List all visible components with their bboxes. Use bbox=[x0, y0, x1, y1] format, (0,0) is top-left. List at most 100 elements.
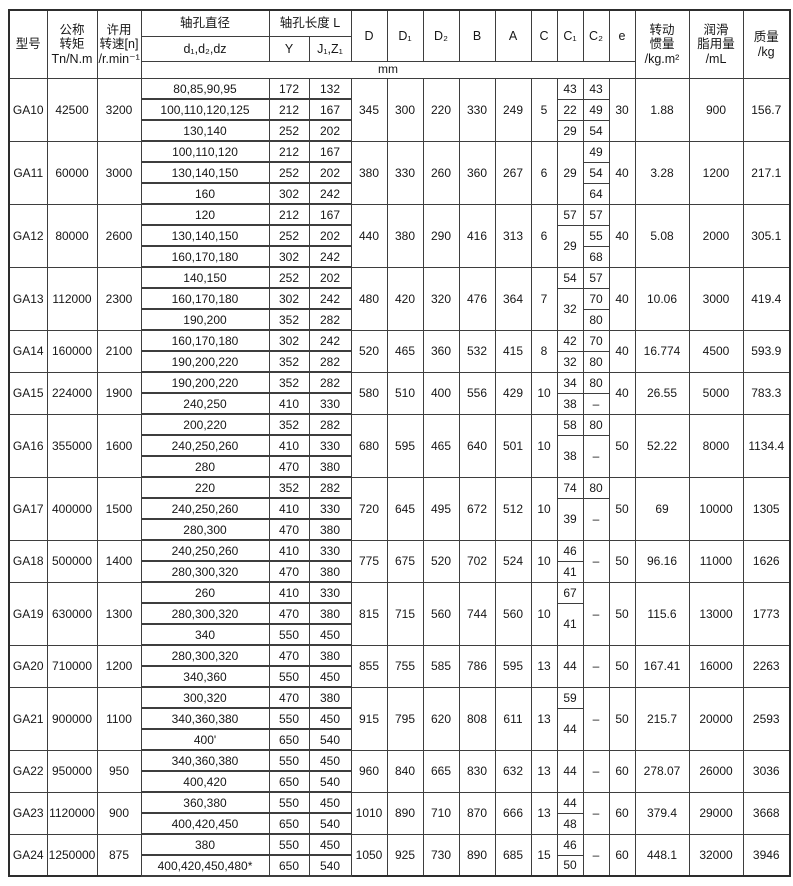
c2-cell: 80 bbox=[582, 371, 610, 394]
d1-cell: 925 bbox=[386, 833, 424, 877]
length-j1z1-cell: 330 bbox=[308, 581, 352, 604]
c2-cell: 70 bbox=[582, 287, 610, 310]
bore-diameters-cell: 240,250 bbox=[140, 392, 270, 415]
c2-cell: – bbox=[582, 833, 610, 877]
c-cell: 6 bbox=[530, 203, 558, 268]
d1-cell: 595 bbox=[386, 413, 424, 478]
a-cell: 364 bbox=[494, 266, 532, 331]
d2-cell: 585 bbox=[422, 644, 460, 688]
d-cell: 960 bbox=[350, 749, 388, 793]
table-row: 130,140,150 252 202 29 55 bbox=[9, 224, 790, 268]
length-j1z1-cell: 282 bbox=[308, 350, 352, 373]
grease-cell: 10000 bbox=[688, 476, 744, 541]
c2-cell: – bbox=[582, 497, 610, 541]
c-cell: 10 bbox=[530, 539, 558, 583]
c2-cell: – bbox=[582, 392, 610, 415]
model-cell: GA10 bbox=[8, 78, 48, 142]
length-j1z1-cell: 450 bbox=[308, 791, 352, 814]
inertia-cell: 52.22 bbox=[634, 413, 690, 478]
table-row: 280,300,320 470 380 41 bbox=[9, 560, 790, 583]
c1-cell: 32 bbox=[556, 350, 584, 373]
length-y-cell: 212 bbox=[268, 203, 310, 226]
b-cell: 672 bbox=[458, 476, 496, 541]
table-row: GA23 1120000 900 360,380 550 450 1010 890 710 870… bbox=[8, 791, 791, 835]
table-row: GA21 900000 1100 300,320 470 380 915 795 620 808 6… bbox=[8, 686, 791, 751]
bore-diameters-cell: 240,250,260 bbox=[140, 497, 270, 520]
d-cell: 345 bbox=[350, 78, 388, 142]
bore-diameters-cell: 300,320 bbox=[140, 686, 270, 709]
length-j1z1-cell: 242 bbox=[308, 329, 352, 352]
c2-cell: 54 bbox=[582, 161, 610, 184]
length-y-cell: 212 bbox=[268, 140, 310, 163]
col-header-A: A bbox=[494, 9, 532, 62]
b-cell: 476 bbox=[458, 266, 496, 331]
table-row: 280,300 470 380 bbox=[9, 518, 790, 541]
grease-cell: 20000 bbox=[688, 686, 744, 751]
inertia-cell: 26.55 bbox=[634, 371, 690, 415]
d1-cell: 330 bbox=[386, 140, 424, 205]
table-body: GA10 42500 3200 80,85,90,95 172 132 345 300 220 3… bbox=[8, 78, 791, 877]
bore-diameters-cell: 140,150 bbox=[140, 266, 270, 289]
length-y-cell: 550 bbox=[268, 791, 310, 814]
c1-cell: 44 bbox=[556, 749, 584, 793]
length-y-cell: 302 bbox=[268, 287, 310, 310]
c-cell: 15 bbox=[530, 833, 558, 877]
col-header-mass: 质量 /kg bbox=[742, 9, 791, 79]
d-cell: 480 bbox=[350, 266, 388, 331]
e-cell: 40 bbox=[608, 140, 636, 205]
table-row: GA12 80000 2600 120 212 167 440 380 290 416 313 6 57… bbox=[8, 203, 791, 268]
bore-diameters-cell: 400,420,450 bbox=[140, 812, 270, 835]
col-header-inertia: 转动 惯量 /kg.m² bbox=[634, 9, 690, 79]
length-y-cell: 550 bbox=[268, 623, 310, 646]
length-j1z1-cell: 450 bbox=[308, 833, 352, 856]
mass-cell: 1773 bbox=[742, 581, 791, 646]
torque-cell: 400000 bbox=[46, 476, 98, 541]
torque-cell: 60000 bbox=[46, 140, 98, 205]
a-cell: 267 bbox=[494, 140, 532, 205]
c2-cell: 49 bbox=[582, 140, 610, 163]
table-row: 280,300,320 470 380 41 bbox=[9, 602, 790, 646]
inertia-cell: 167.41 bbox=[634, 644, 690, 688]
length-y-cell: 470 bbox=[268, 455, 310, 478]
d2-cell: 730 bbox=[422, 833, 460, 877]
grease-cell: 4500 bbox=[688, 329, 744, 373]
c2-cell: – bbox=[582, 791, 610, 835]
table-row: GA19 630000 1300 260 410 330 815 715 560 744 560 10… bbox=[8, 581, 791, 646]
inertia-cell: 3.28 bbox=[634, 140, 690, 205]
c2-cell: 54 bbox=[582, 119, 610, 142]
inertia-cell: 5.08 bbox=[634, 203, 690, 268]
speed-cell: 1400 bbox=[96, 539, 142, 583]
inertia-cell: 278.07 bbox=[634, 749, 690, 793]
mass-cell: 2593 bbox=[742, 686, 791, 751]
c2-cell: – bbox=[582, 434, 610, 478]
d1-cell: 465 bbox=[386, 329, 424, 373]
model-cell: GA21 bbox=[8, 686, 48, 751]
c1-cell: 38 bbox=[556, 434, 584, 478]
c2-cell: 64 bbox=[582, 182, 610, 205]
speed-cell: 2300 bbox=[96, 266, 142, 331]
col-header-e: e bbox=[608, 9, 636, 62]
c2-cell: 70 bbox=[582, 329, 610, 352]
torque-cell: 42500 bbox=[46, 78, 98, 142]
d-cell: 680 bbox=[350, 413, 388, 478]
model-cell: GA17 bbox=[8, 476, 48, 541]
d2-cell: 290 bbox=[422, 203, 460, 268]
inertia-cell: 96.16 bbox=[634, 539, 690, 583]
d2-cell: 520 bbox=[422, 539, 460, 583]
mass-cell: 3668 bbox=[742, 791, 791, 835]
length-j1z1-cell: 450 bbox=[308, 707, 352, 730]
c2-cell: 57 bbox=[582, 266, 610, 289]
col-header-length-y: Y bbox=[268, 36, 310, 62]
b-cell: 330 bbox=[458, 78, 496, 142]
length-j1z1-cell: 282 bbox=[308, 476, 352, 499]
model-cell: GA15 bbox=[8, 371, 48, 415]
d2-cell: 665 bbox=[422, 749, 460, 793]
d1-cell: 755 bbox=[386, 644, 424, 688]
table-row: 190,200 352 282 80 bbox=[9, 308, 790, 331]
table-row: 400' 650 540 bbox=[9, 728, 790, 751]
length-j1z1-cell: 380 bbox=[308, 644, 352, 667]
a-cell: 685 bbox=[494, 833, 532, 877]
d2-cell: 495 bbox=[422, 476, 460, 541]
table-row: 160,170,180 302 242 32 70 bbox=[9, 287, 790, 331]
torque-cell: 1250000 bbox=[46, 833, 98, 877]
